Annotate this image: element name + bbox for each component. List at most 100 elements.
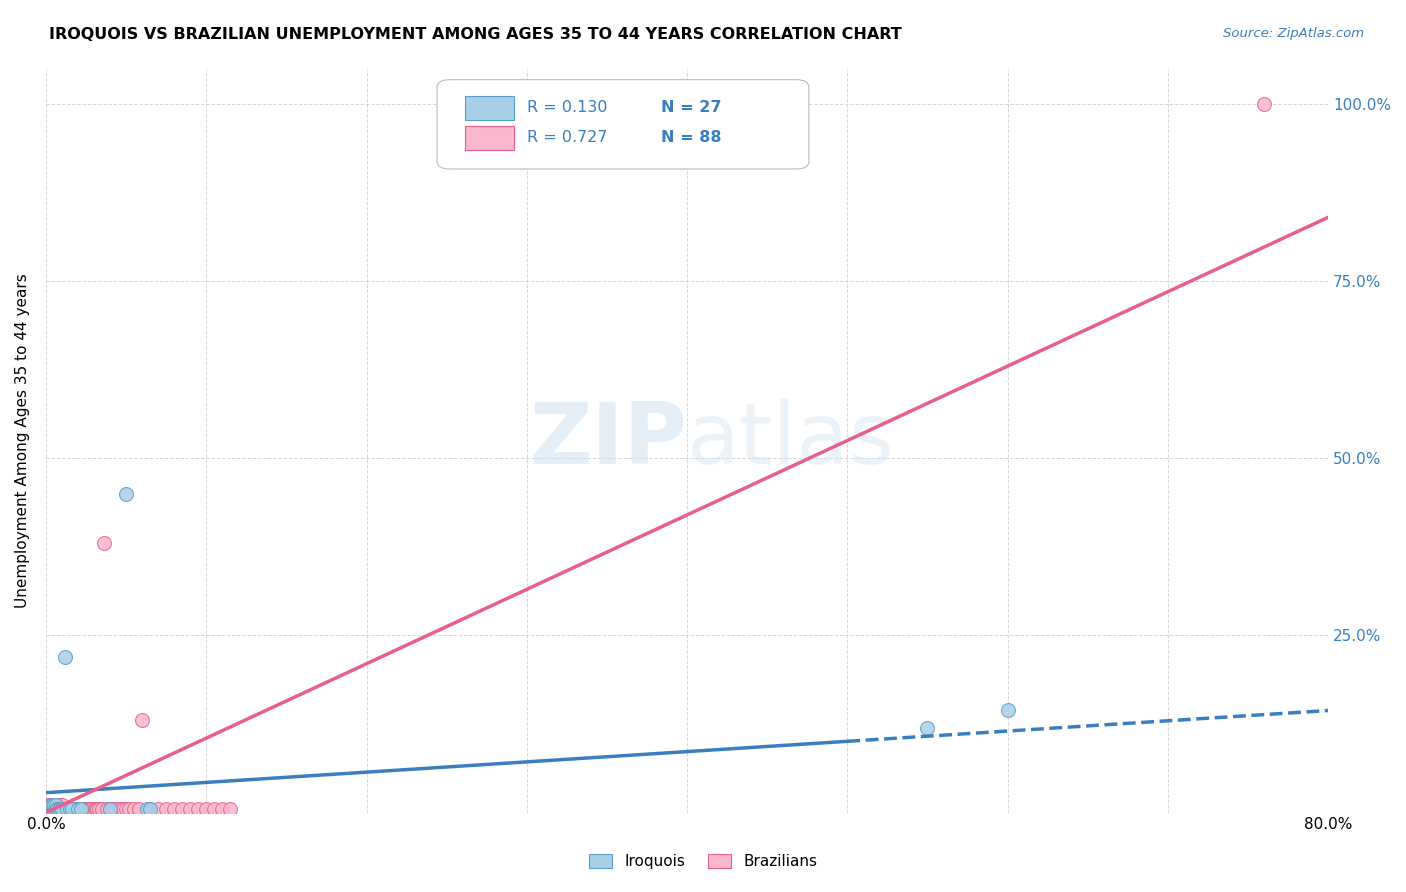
Point xyxy=(42,802,65,816)
Point xyxy=(91,802,114,816)
Point xyxy=(211,802,233,816)
Point xyxy=(39,802,62,816)
Point xyxy=(139,802,162,816)
Point xyxy=(72,802,94,816)
Point xyxy=(66,802,89,816)
Point xyxy=(37,798,59,813)
Point xyxy=(51,802,73,816)
Point xyxy=(41,802,63,816)
Point xyxy=(172,802,194,816)
Legend: Iroquois, Brazilians: Iroquois, Brazilians xyxy=(583,848,823,875)
Point xyxy=(219,802,242,816)
Point xyxy=(49,802,72,816)
Point xyxy=(76,802,98,816)
Point xyxy=(146,802,169,816)
Point xyxy=(122,802,145,816)
Point xyxy=(155,802,177,816)
Point xyxy=(41,802,63,816)
Point xyxy=(46,802,69,816)
Y-axis label: Unemployment Among Ages 35 to 44 years: Unemployment Among Ages 35 to 44 years xyxy=(15,273,30,608)
Point xyxy=(48,798,70,813)
Point xyxy=(115,486,138,500)
Point xyxy=(136,802,159,816)
Point xyxy=(42,798,65,813)
Point xyxy=(65,802,87,816)
Point xyxy=(93,536,115,550)
Point xyxy=(41,798,63,813)
Point xyxy=(77,802,100,816)
Point xyxy=(49,802,72,816)
Point xyxy=(70,802,93,816)
Point xyxy=(41,802,63,816)
Point xyxy=(202,802,225,816)
Point xyxy=(60,802,83,816)
Point xyxy=(56,802,79,816)
FancyBboxPatch shape xyxy=(437,79,808,169)
Point xyxy=(39,802,62,816)
Point xyxy=(60,802,83,816)
Point xyxy=(59,802,82,816)
Point xyxy=(41,798,63,813)
Point xyxy=(60,802,83,816)
Point xyxy=(46,802,69,816)
Point xyxy=(45,802,67,816)
Point xyxy=(195,802,218,816)
Point xyxy=(98,802,121,816)
Point xyxy=(51,802,73,816)
Text: ZIP: ZIP xyxy=(529,399,688,482)
Point xyxy=(115,802,138,816)
Point xyxy=(187,802,209,816)
Point xyxy=(84,802,107,816)
Point xyxy=(58,802,80,816)
Point xyxy=(62,802,84,816)
Point xyxy=(46,802,69,816)
Point xyxy=(42,802,65,816)
Point xyxy=(42,802,65,816)
Point xyxy=(51,802,73,816)
Point xyxy=(179,802,201,816)
Point xyxy=(39,802,62,816)
Point xyxy=(51,798,73,813)
Text: atlas: atlas xyxy=(688,399,896,482)
Point xyxy=(51,802,73,816)
Point xyxy=(49,802,72,816)
Point xyxy=(46,802,69,816)
Point xyxy=(87,802,110,816)
Point xyxy=(111,802,134,816)
Point xyxy=(51,802,73,816)
Point xyxy=(80,802,103,816)
Point xyxy=(917,721,939,735)
Point xyxy=(139,802,162,816)
Point xyxy=(128,802,150,816)
Point xyxy=(83,802,105,816)
Point xyxy=(86,802,108,816)
FancyBboxPatch shape xyxy=(465,96,515,120)
Point xyxy=(59,802,82,816)
Point xyxy=(52,802,75,816)
Point xyxy=(45,802,67,816)
Point xyxy=(38,802,60,816)
Point xyxy=(38,802,60,816)
Point xyxy=(1253,97,1275,112)
Point xyxy=(98,802,121,816)
Point xyxy=(37,802,59,816)
Point xyxy=(46,802,69,816)
Text: R = 0.727: R = 0.727 xyxy=(527,130,607,145)
Point xyxy=(53,802,76,816)
Point xyxy=(42,802,65,816)
Point xyxy=(75,802,97,816)
Point xyxy=(66,802,89,816)
Point xyxy=(63,802,86,816)
Text: IROQUOIS VS BRAZILIAN UNEMPLOYMENT AMONG AGES 35 TO 44 YEARS CORRELATION CHART: IROQUOIS VS BRAZILIAN UNEMPLOYMENT AMONG… xyxy=(49,27,903,42)
Point xyxy=(66,802,89,816)
Point xyxy=(39,798,62,813)
Point xyxy=(63,802,86,816)
Point xyxy=(108,802,131,816)
Point xyxy=(105,802,128,816)
Point xyxy=(39,802,62,816)
Point xyxy=(45,798,67,813)
Point xyxy=(96,802,118,816)
Point xyxy=(48,802,70,816)
Point xyxy=(38,802,60,816)
Text: N = 27: N = 27 xyxy=(661,101,721,115)
